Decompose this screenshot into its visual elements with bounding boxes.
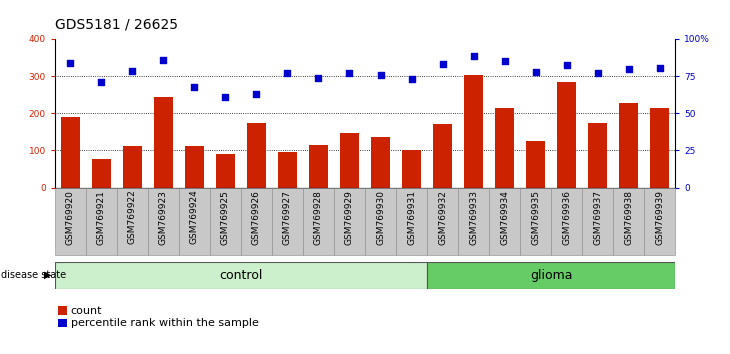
Text: GSM769934: GSM769934 <box>500 190 509 245</box>
Text: GSM769929: GSM769929 <box>345 190 354 245</box>
Text: GSM769927: GSM769927 <box>283 190 292 245</box>
FancyBboxPatch shape <box>86 188 117 255</box>
FancyBboxPatch shape <box>427 188 458 255</box>
FancyBboxPatch shape <box>645 188 675 255</box>
FancyBboxPatch shape <box>520 188 551 255</box>
Point <box>126 68 138 73</box>
Point <box>158 58 169 63</box>
Point <box>344 70 356 76</box>
Bar <box>92 159 111 188</box>
FancyBboxPatch shape <box>396 188 427 255</box>
Text: GSM769926: GSM769926 <box>252 190 261 245</box>
Bar <box>123 146 142 188</box>
Text: GSM769925: GSM769925 <box>221 190 230 245</box>
Text: GSM769936: GSM769936 <box>562 190 571 245</box>
FancyBboxPatch shape <box>303 188 334 255</box>
Text: GSM769924: GSM769924 <box>190 190 199 244</box>
Text: GSM769928: GSM769928 <box>314 190 323 245</box>
Point <box>561 62 572 68</box>
Bar <box>247 122 266 188</box>
FancyBboxPatch shape <box>55 262 427 289</box>
Point <box>282 70 293 76</box>
FancyBboxPatch shape <box>334 188 365 255</box>
Text: control: control <box>219 269 263 282</box>
Text: GSM769923: GSM769923 <box>159 190 168 245</box>
FancyBboxPatch shape <box>427 262 675 289</box>
FancyBboxPatch shape <box>179 188 210 255</box>
FancyBboxPatch shape <box>583 188 613 255</box>
Text: GSM769920: GSM769920 <box>66 190 74 245</box>
Bar <box>185 146 204 188</box>
FancyBboxPatch shape <box>55 188 86 255</box>
FancyBboxPatch shape <box>613 188 645 255</box>
Text: GSM769938: GSM769938 <box>624 190 633 245</box>
Point <box>188 85 200 90</box>
Bar <box>495 108 514 188</box>
FancyBboxPatch shape <box>241 188 272 255</box>
FancyBboxPatch shape <box>458 188 489 255</box>
Bar <box>371 137 390 188</box>
FancyBboxPatch shape <box>365 188 396 255</box>
Point <box>250 91 262 97</box>
Point <box>312 75 324 81</box>
Bar <box>434 124 452 188</box>
Text: GSM769939: GSM769939 <box>656 190 664 245</box>
Point <box>64 60 76 66</box>
FancyBboxPatch shape <box>147 188 179 255</box>
Text: GSM769932: GSM769932 <box>438 190 447 245</box>
Point <box>374 73 386 78</box>
FancyBboxPatch shape <box>117 188 147 255</box>
Text: glioma: glioma <box>530 269 572 282</box>
Text: GSM769935: GSM769935 <box>531 190 540 245</box>
Text: percentile rank within the sample: percentile rank within the sample <box>71 318 258 328</box>
Point <box>96 80 107 85</box>
Bar <box>588 122 607 188</box>
Point <box>530 70 542 75</box>
Bar <box>464 75 483 188</box>
Text: disease state: disease state <box>1 270 66 280</box>
Bar <box>620 103 638 188</box>
Bar <box>216 154 235 188</box>
Bar <box>154 97 173 188</box>
Text: GSM769933: GSM769933 <box>469 190 478 245</box>
Bar <box>340 133 359 188</box>
FancyBboxPatch shape <box>272 188 303 255</box>
FancyBboxPatch shape <box>489 188 520 255</box>
Text: ▶: ▶ <box>44 270 51 280</box>
Bar <box>558 82 576 188</box>
Point <box>499 58 510 64</box>
Bar <box>650 108 669 188</box>
Bar <box>402 150 420 188</box>
Text: GSM769930: GSM769930 <box>376 190 385 245</box>
Point <box>654 65 666 71</box>
Point <box>592 70 604 76</box>
Bar <box>310 145 328 188</box>
Text: GDS5181 / 26625: GDS5181 / 26625 <box>55 18 177 32</box>
FancyBboxPatch shape <box>210 188 241 255</box>
Text: GSM769937: GSM769937 <box>593 190 602 245</box>
Point <box>623 67 634 72</box>
Text: count: count <box>71 306 102 316</box>
Point <box>220 94 231 99</box>
Point <box>406 76 418 82</box>
Text: GSM769921: GSM769921 <box>97 190 106 245</box>
Point <box>468 53 480 58</box>
Bar <box>526 141 545 188</box>
Text: GSM769922: GSM769922 <box>128 190 137 244</box>
Point <box>437 61 448 67</box>
FancyBboxPatch shape <box>551 188 583 255</box>
Bar <box>278 152 296 188</box>
Bar <box>61 117 80 188</box>
Text: GSM769931: GSM769931 <box>407 190 416 245</box>
